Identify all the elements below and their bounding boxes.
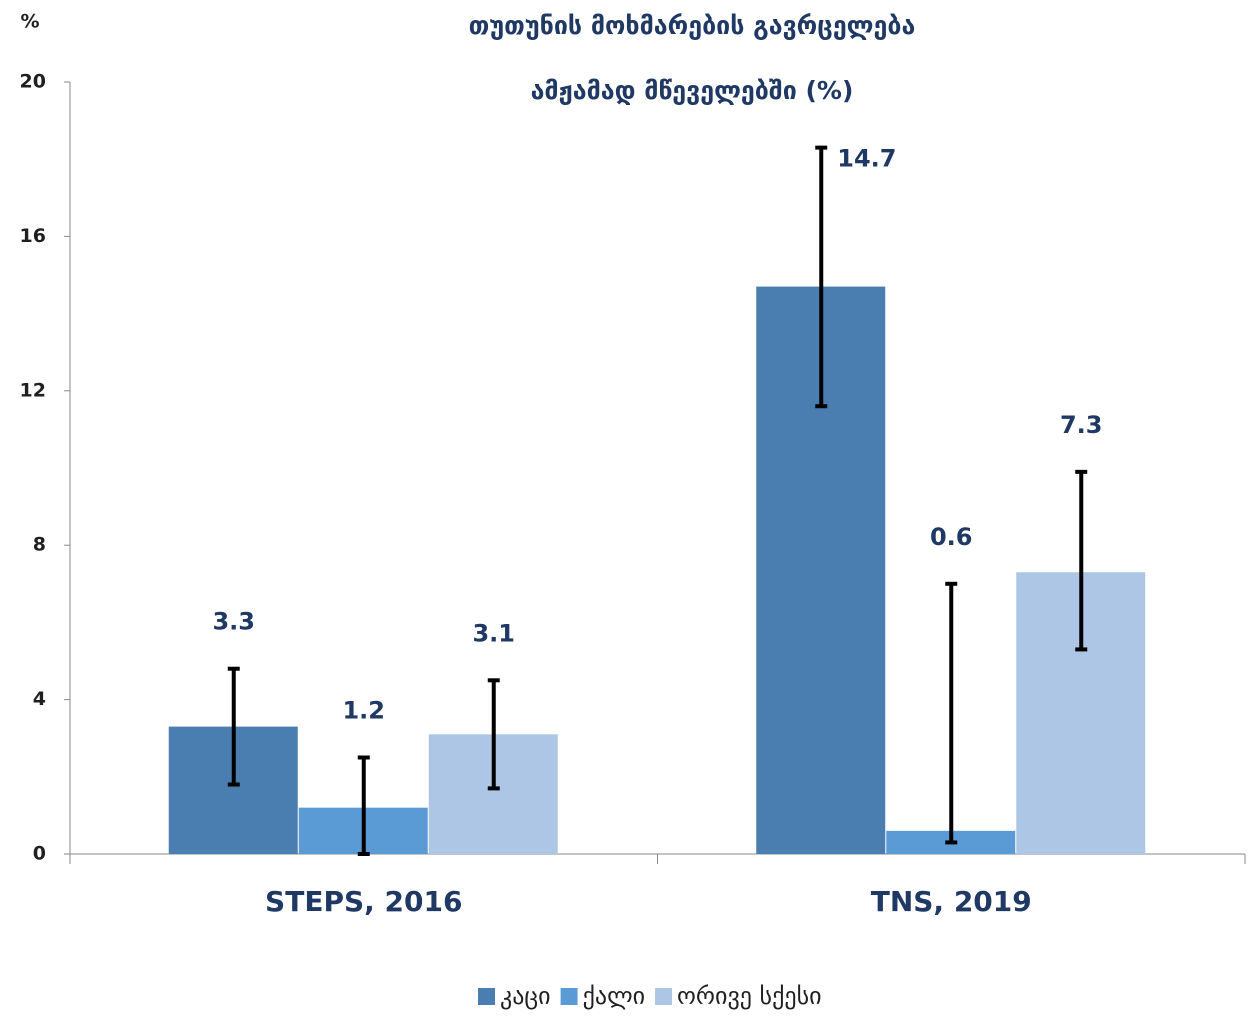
- x-tick-label: STEPS, 2016: [265, 885, 462, 918]
- value-label: 14.7: [837, 145, 896, 173]
- y-tick-label: 12: [20, 379, 46, 401]
- value-label: 3.1: [472, 619, 515, 647]
- legend-label: ქალი: [583, 982, 645, 1010]
- value-label: 7.3: [1060, 411, 1103, 439]
- y-unit: %: [20, 11, 39, 33]
- legend-label: კაცი: [500, 982, 551, 1010]
- x-tick-label: TNS, 2019: [871, 885, 1032, 918]
- y-tick-label: 8: [33, 534, 46, 556]
- value-label: 0.6: [930, 523, 973, 551]
- value-label: 3.3: [212, 608, 255, 636]
- chart-title: ამჟამად მწეველებში (%): [531, 76, 854, 105]
- chart-title: თუთუნის მოხმარების გავრცელება: [469, 11, 916, 40]
- legend-label: ორივე სქესი: [677, 982, 822, 1010]
- legend-swatch: [655, 988, 673, 1005]
- legend-swatch: [478, 988, 495, 1005]
- y-tick-label: 20: [20, 71, 46, 93]
- y-tick-label: 4: [33, 688, 46, 710]
- y-tick-label: 0: [33, 843, 46, 865]
- value-label: 1.2: [342, 697, 385, 725]
- y-tick-label: 16: [20, 225, 46, 247]
- legend-swatch: [560, 988, 578, 1005]
